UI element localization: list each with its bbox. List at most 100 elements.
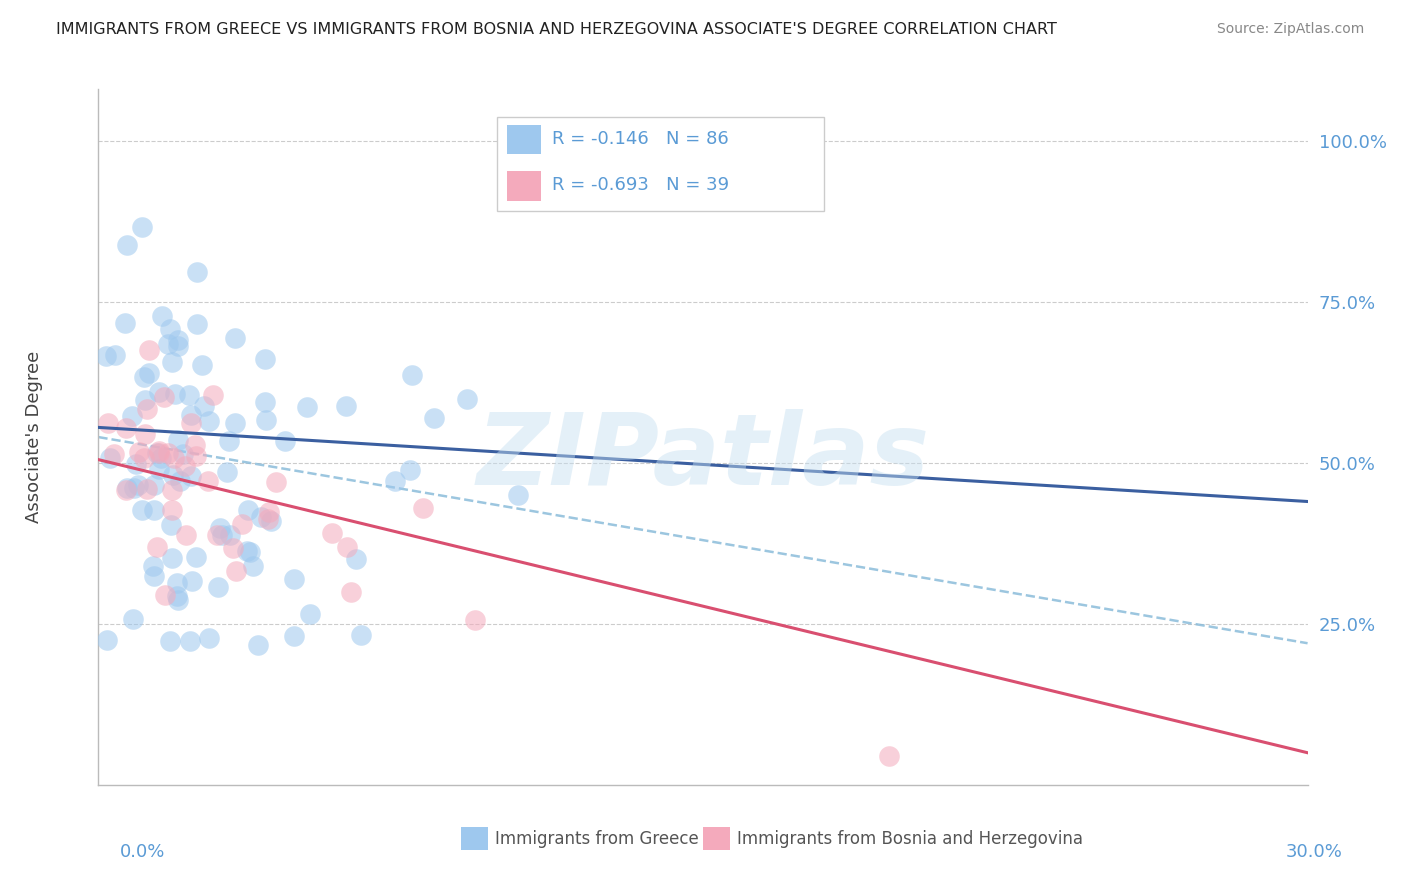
Point xyxy=(508,488,530,502)
Text: R = -0.693   N = 39: R = -0.693 N = 39 xyxy=(551,177,728,194)
Point xyxy=(104,348,127,362)
Point xyxy=(96,633,118,648)
Point xyxy=(335,399,357,413)
Point xyxy=(211,528,233,542)
Point xyxy=(114,421,136,435)
Point xyxy=(340,585,363,599)
Point xyxy=(142,559,165,574)
Bar xyxy=(508,171,541,201)
Point xyxy=(134,427,156,442)
Text: ZIPatlas: ZIPatlas xyxy=(477,409,929,507)
Point xyxy=(456,392,478,407)
Text: Immigrants from Greece: Immigrants from Greece xyxy=(495,830,699,847)
Point xyxy=(143,503,166,517)
Point xyxy=(217,465,239,479)
Point xyxy=(166,589,188,603)
Point xyxy=(198,414,221,428)
Point xyxy=(423,411,446,425)
Point xyxy=(121,409,143,423)
Point xyxy=(128,445,150,459)
Point xyxy=(222,541,245,555)
Point xyxy=(191,358,214,372)
Point xyxy=(238,503,260,517)
Point xyxy=(384,474,406,488)
Point xyxy=(239,545,262,559)
Point xyxy=(97,416,120,430)
Text: Source: ZipAtlas.com: Source: ZipAtlas.com xyxy=(1216,22,1364,37)
Text: 0.0%: 0.0% xyxy=(120,843,165,861)
Point xyxy=(162,451,184,466)
Point xyxy=(184,438,207,452)
Point xyxy=(336,540,359,554)
Point xyxy=(124,481,146,495)
Point xyxy=(283,629,305,643)
Point xyxy=(201,388,224,402)
Point xyxy=(156,336,179,351)
Point xyxy=(218,434,240,448)
Point xyxy=(231,516,253,531)
Point xyxy=(398,463,420,477)
Point xyxy=(209,520,232,534)
Point xyxy=(148,462,170,476)
FancyBboxPatch shape xyxy=(498,117,824,211)
Point xyxy=(174,528,197,542)
Point xyxy=(264,475,287,490)
Point xyxy=(159,634,181,648)
Y-axis label: Associate's Degree: Associate's Degree xyxy=(25,351,42,524)
Point xyxy=(155,588,177,602)
Point xyxy=(136,482,159,496)
Point xyxy=(115,483,138,498)
Point xyxy=(167,593,190,607)
Point xyxy=(257,512,280,526)
Bar xyxy=(461,828,488,850)
Point xyxy=(464,613,486,627)
Point xyxy=(135,401,157,416)
Point xyxy=(172,447,194,461)
Point xyxy=(179,388,201,402)
Point xyxy=(160,483,183,497)
Point xyxy=(321,525,343,540)
Point xyxy=(160,551,183,566)
Point xyxy=(146,446,169,460)
Point xyxy=(143,477,166,491)
Point xyxy=(401,368,423,382)
Point xyxy=(412,500,434,515)
Point xyxy=(246,638,269,652)
Point xyxy=(162,467,184,482)
Point xyxy=(159,321,181,335)
Point xyxy=(180,409,202,423)
Point xyxy=(207,580,229,594)
Point xyxy=(132,451,155,466)
Point xyxy=(148,446,170,460)
Point xyxy=(254,395,277,409)
Point xyxy=(283,572,305,586)
Point xyxy=(122,611,145,625)
Point xyxy=(115,481,138,495)
Point xyxy=(148,384,170,399)
Point xyxy=(180,469,202,483)
Bar xyxy=(703,828,730,850)
Point xyxy=(257,505,280,519)
Point xyxy=(242,559,264,574)
Point xyxy=(163,387,186,401)
Point xyxy=(181,574,204,589)
Point xyxy=(254,352,277,367)
Point xyxy=(349,628,371,642)
Point xyxy=(219,528,242,542)
Point xyxy=(115,238,138,252)
Point xyxy=(197,474,219,488)
Point xyxy=(125,457,148,471)
Point xyxy=(94,349,117,363)
Point xyxy=(132,370,155,384)
Point xyxy=(260,514,283,528)
Point xyxy=(193,399,215,413)
Point xyxy=(162,502,184,516)
Point xyxy=(167,433,190,447)
Point xyxy=(145,540,167,554)
Point xyxy=(225,564,247,578)
Point xyxy=(224,416,246,430)
Point xyxy=(131,502,153,516)
Point xyxy=(143,569,166,583)
Point xyxy=(134,392,156,407)
Point xyxy=(186,265,208,279)
